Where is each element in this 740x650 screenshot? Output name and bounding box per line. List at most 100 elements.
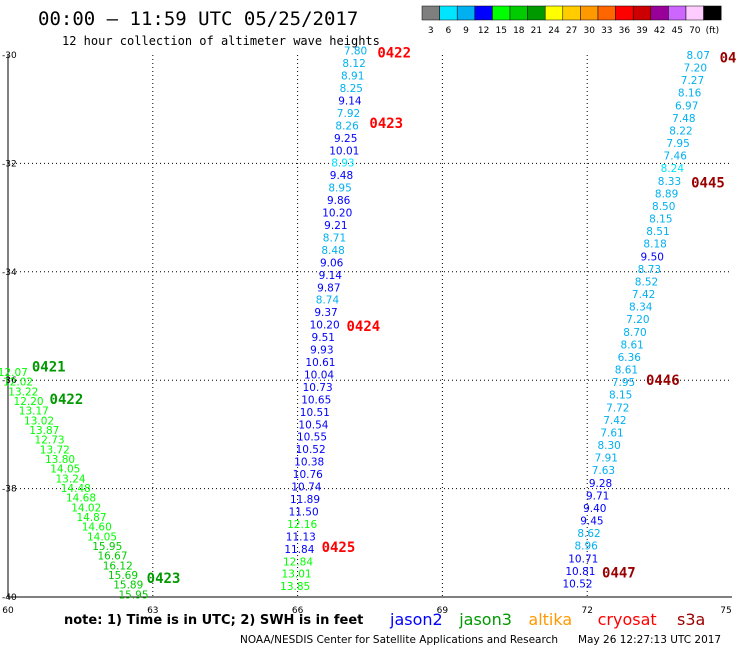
wave-height-label: 7.42 — [603, 415, 626, 427]
wave-height-label: 8.30 — [597, 440, 620, 452]
satellite-cryosat-label: cryosat — [598, 610, 657, 629]
color-scale-swatch — [544, 5, 564, 21]
color-scale-swatch — [474, 5, 493, 21]
wave-height-label: 13.85 — [280, 581, 310, 593]
color-scale-label: 27 — [566, 26, 577, 36]
wave-height-label: 9.71 — [586, 490, 609, 502]
color-scale-swatch — [439, 5, 458, 21]
wave-height-label: 9.45 — [580, 516, 603, 528]
wave-height-label: 15.69 — [108, 570, 138, 582]
color-scale-swatch — [650, 5, 669, 21]
color-scale-label: 6 — [446, 26, 452, 36]
satellite-legend: jason2 jason3 altika cryosat s3a — [389, 610, 705, 629]
y-tick-label: -36 — [2, 376, 17, 386]
wave-height-label: 14.05 — [87, 531, 117, 543]
grid-lines — [7, 55, 732, 598]
wave-height-label: 13.22 — [8, 386, 38, 398]
wave-height-label: 10.20 — [322, 208, 352, 220]
color-scale-swatch — [562, 5, 581, 21]
color-scale-swatch — [527, 5, 546, 21]
wave-height-label: 10.01 — [329, 145, 359, 157]
wave-height-label: 9.87 — [317, 282, 340, 294]
wave-height-label: 8.07 — [687, 50, 710, 62]
satellite-s3a-label: s3a — [677, 610, 705, 629]
wave-height-label: 8.62 — [577, 528, 600, 540]
wave-height-label: 14.68 — [66, 493, 96, 505]
color-scale-label: 42 — [654, 26, 665, 36]
wave-height-label: 9.14 — [338, 95, 362, 107]
wave-height-label: 11.89 — [290, 494, 320, 506]
wave-height-label: 11.13 — [286, 531, 316, 543]
y-tick-label: -32 — [2, 159, 17, 169]
wave-height-label: 16.12 — [103, 560, 133, 572]
wave-height-label: 12.73 — [35, 435, 65, 447]
pass-time-label: 0446 — [646, 373, 680, 389]
wave-height-label: 8.26 — [335, 120, 359, 132]
wave-height-label: 10.71 — [568, 553, 598, 565]
wave-height-label: 8.95 — [328, 183, 351, 195]
wave-height-label: 8.34 — [629, 302, 653, 314]
color-scale-label: 30 — [583, 26, 595, 36]
timestamp-text: May 26 12:27:13 UTC 2017 — [578, 634, 721, 646]
wave-height-label: 7.80 — [344, 46, 367, 58]
chart-subtitle: 12 hour collection of altimeter wave hei… — [62, 34, 380, 48]
pass-time-label: 0447 — [602, 566, 636, 582]
wave-height-label: 10.52 — [563, 578, 593, 590]
units-note: note: 1) Time is in UTC; 2) SWH is in fe… — [64, 613, 363, 628]
wave-height-label: 14.60 — [82, 522, 112, 534]
wave-height-label: 8.50 — [652, 201, 675, 213]
wave-height-label: 6.36 — [618, 352, 642, 364]
wave-height-label: 8.89 — [655, 188, 678, 200]
wave-height-label: 8.93 — [331, 158, 354, 170]
wave-height-label: 15.89 — [113, 580, 143, 592]
x-tick-label: 63 — [147, 606, 158, 616]
track-jason3: 12.0712.0213.2212.2013.1713.0213.8712.73… — [0, 360, 180, 602]
pass-time-label: 0445 — [691, 175, 725, 191]
color-scale-label: 39 — [636, 26, 648, 36]
chart-title: 00:00 – 11:59 UTC 05/25/2017 — [38, 8, 358, 30]
wave-height-label: 8.24 — [661, 163, 685, 175]
wave-height-label: 8.12 — [342, 58, 365, 70]
wave-height-label: 12.84 — [283, 556, 313, 568]
color-scale-swatch — [685, 5, 704, 21]
color-scale-legend: 3 6 9 12 15 18 21 24 27 30 33 36 39 42 45 70 (ft) — [421, 5, 722, 36]
track-jason2: 7.808.128.918.259.147.928.269.2510.018.9… — [280, 45, 411, 593]
wave-height-label: 7.48 — [672, 113, 695, 125]
color-scale-label: 45 — [671, 26, 682, 36]
wave-height-label: 6.97 — [675, 100, 698, 112]
wave-height-label: 8.33 — [658, 176, 681, 188]
wave-height-label: 10.74 — [291, 482, 321, 494]
pass-time-label: 0425 — [322, 540, 356, 556]
wave-height-label: 13.02 — [24, 415, 54, 427]
satellite-altika-label: altika — [528, 610, 572, 629]
satellite-jason3-label: jason3 — [458, 610, 512, 629]
wave-height-label: 9.86 — [327, 195, 351, 207]
satellite-jason2-label: jason2 — [389, 610, 443, 629]
wave-height-label: 9.21 — [324, 220, 347, 232]
wave-height-label: 10.54 — [298, 419, 328, 431]
wave-height-label: 13.72 — [40, 444, 70, 456]
color-scale-swatch — [703, 5, 722, 21]
color-scale-swatch — [492, 5, 511, 21]
wave-height-label: 8.74 — [316, 295, 340, 307]
wave-height-label: 7.46 — [664, 151, 688, 163]
y-tick-label: -40 — [2, 593, 17, 603]
wave-height-label: 10.38 — [294, 457, 324, 469]
wave-height-label: 8.91 — [341, 71, 364, 83]
wave-height-label: 14.87 — [76, 512, 106, 524]
wave-height-label: 9.06 — [320, 257, 344, 269]
color-scale-swatch — [615, 5, 634, 21]
y-tick-label: -30 — [2, 51, 17, 61]
color-scale-swatch — [597, 5, 616, 21]
wave-height-label: 7.27 — [681, 75, 704, 87]
x-tick-label: 60 — [2, 606, 14, 616]
wave-height-label: 8.25 — [340, 83, 363, 95]
wave-height-label: 12.20 — [14, 396, 44, 408]
color-scale-label: 33 — [601, 26, 612, 36]
wave-height-label: 8.61 — [615, 365, 638, 377]
wave-height-label: 9.48 — [330, 170, 353, 182]
x-tick-label: 66 — [292, 606, 304, 616]
wave-height-label: 8.52 — [635, 276, 658, 288]
wave-height-label: 7.95 — [666, 138, 689, 150]
